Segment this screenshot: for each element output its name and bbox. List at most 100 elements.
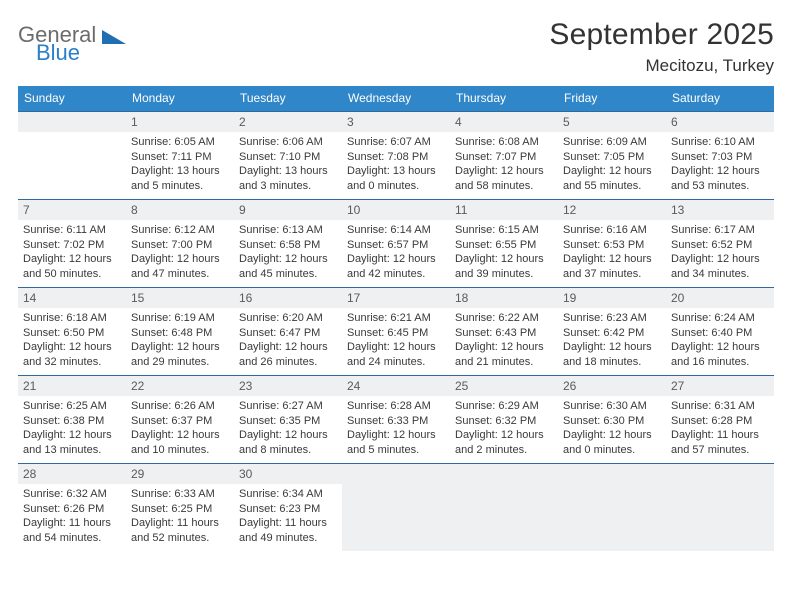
calendar-grid: SundayMondayTuesdayWednesdayThursdayFrid… [18,86,774,551]
day-number: 21 [18,376,126,396]
day-info-line: Sunrise: 6:19 AM [131,311,229,326]
day-info-line: Sunset: 6:25 PM [131,502,229,517]
day-info-line: Daylight: 12 hours [347,340,445,355]
calendar-cell: 8Sunrise: 6:12 AMSunset: 7:00 PMDaylight… [126,199,234,287]
day-info-line: Daylight: 13 hours [239,164,337,179]
day-info: Sunrise: 6:17 AMSunset: 6:52 PMDaylight:… [666,220,774,287]
day-info-line: Sunrise: 6:17 AM [671,223,769,238]
calendar-cell-trailing [558,463,666,551]
calendar-cell: 26Sunrise: 6:30 AMSunset: 6:30 PMDayligh… [558,375,666,463]
day-info-line: Sunrise: 6:29 AM [455,399,553,414]
day-info-line: Sunrise: 6:15 AM [455,223,553,238]
day-info-line: Daylight: 12 hours [131,252,229,267]
day-info-line: Daylight: 12 hours [455,252,553,267]
logo: General Blue [18,18,126,64]
day-number: 26 [558,376,666,396]
day-info-line: Sunrise: 6:32 AM [23,487,121,502]
day-number: 29 [126,464,234,484]
day-info-line: Sunrise: 6:06 AM [239,135,337,150]
day-info-line: Sunset: 6:58 PM [239,238,337,253]
day-info-line: and 8 minutes. [239,443,337,458]
day-info: Sunrise: 6:18 AMSunset: 6:50 PMDaylight:… [18,308,126,375]
day-info-line: Daylight: 11 hours [239,516,337,531]
day-number: 8 [126,200,234,220]
day-number: 2 [234,112,342,132]
day-info: Sunrise: 6:21 AMSunset: 6:45 PMDaylight:… [342,308,450,375]
day-info-line: Sunset: 6:33 PM [347,414,445,429]
day-info: Sunrise: 6:24 AMSunset: 6:40 PMDaylight:… [666,308,774,375]
day-info-line: Daylight: 11 hours [23,516,121,531]
day-info-line: Sunrise: 6:08 AM [455,135,553,150]
day-info-line: Sunrise: 6:14 AM [347,223,445,238]
day-info-line: and 52 minutes. [131,531,229,546]
day-info-line: Daylight: 12 hours [455,340,553,355]
calendar-cell: 15Sunrise: 6:19 AMSunset: 6:48 PMDayligh… [126,287,234,375]
calendar-cell-trailing [450,463,558,551]
day-number: 17 [342,288,450,308]
day-header: Sunday [18,86,126,111]
day-number: 30 [234,464,342,484]
calendar-cell: 28Sunrise: 6:32 AMSunset: 6:26 PMDayligh… [18,463,126,551]
day-info-line: Sunset: 6:50 PM [23,326,121,341]
day-info: Sunrise: 6:16 AMSunset: 6:53 PMDaylight:… [558,220,666,287]
day-info-line: Sunrise: 6:23 AM [563,311,661,326]
day-info-line: Sunset: 6:28 PM [671,414,769,429]
title-block: September 2025 Mecitozu, Turkey [549,18,774,76]
calendar-cell: 6Sunrise: 6:10 AMSunset: 7:03 PMDaylight… [666,111,774,199]
day-number: 7 [18,200,126,220]
day-number [18,112,126,132]
calendar-cell: 9Sunrise: 6:13 AMSunset: 6:58 PMDaylight… [234,199,342,287]
day-number: 10 [342,200,450,220]
day-info-line: and 5 minutes. [131,179,229,194]
day-info-line: Daylight: 12 hours [563,252,661,267]
day-info-line: Sunset: 7:00 PM [131,238,229,253]
day-info-line: Sunset: 6:53 PM [563,238,661,253]
day-info-line: and 21 minutes. [455,355,553,370]
day-header: Thursday [450,86,558,111]
day-info-line: Sunset: 6:47 PM [239,326,337,341]
day-number: 15 [126,288,234,308]
day-number: 18 [450,288,558,308]
day-number: 23 [234,376,342,396]
calendar-cell: 2Sunrise: 6:06 AMSunset: 7:10 PMDaylight… [234,111,342,199]
day-info-line: Sunrise: 6:10 AM [671,135,769,150]
day-info-line: Sunrise: 6:07 AM [347,135,445,150]
day-number: 11 [450,200,558,220]
day-info-line: and 57 minutes. [671,443,769,458]
day-info-line: Sunset: 6:40 PM [671,326,769,341]
day-info: Sunrise: 6:30 AMSunset: 6:30 PMDaylight:… [558,396,666,463]
day-info-line: Daylight: 12 hours [23,428,121,443]
day-info-line: Daylight: 12 hours [23,340,121,355]
day-info-line: and 53 minutes. [671,179,769,194]
day-info-line: Daylight: 12 hours [671,252,769,267]
day-info-line: Sunrise: 6:34 AM [239,487,337,502]
day-number: 28 [18,464,126,484]
day-info-line: Sunset: 6:45 PM [347,326,445,341]
calendar-cell: 25Sunrise: 6:29 AMSunset: 6:32 PMDayligh… [450,375,558,463]
day-info-line: and 3 minutes. [239,179,337,194]
day-info-line: and 29 minutes. [131,355,229,370]
calendar-cell-trailing [342,463,450,551]
calendar-cell: 12Sunrise: 6:16 AMSunset: 6:53 PMDayligh… [558,199,666,287]
day-info-line: Sunrise: 6:31 AM [671,399,769,414]
day-info: Sunrise: 6:11 AMSunset: 7:02 PMDaylight:… [18,220,126,287]
calendar-cell: 23Sunrise: 6:27 AMSunset: 6:35 PMDayligh… [234,375,342,463]
day-info: Sunrise: 6:14 AMSunset: 6:57 PMDaylight:… [342,220,450,287]
day-info-line: and 0 minutes. [347,179,445,194]
day-info-line: Sunset: 6:38 PM [23,414,121,429]
day-info: Sunrise: 6:10 AMSunset: 7:03 PMDaylight:… [666,132,774,199]
day-info-line: Sunset: 6:52 PM [671,238,769,253]
day-info-line: Sunrise: 6:18 AM [23,311,121,326]
day-info-line: Sunset: 7:05 PM [563,150,661,165]
day-number: 19 [558,288,666,308]
day-info-line: and 13 minutes. [23,443,121,458]
day-info: Sunrise: 6:26 AMSunset: 6:37 PMDaylight:… [126,396,234,463]
day-info-line: Daylight: 12 hours [239,340,337,355]
day-header: Friday [558,86,666,111]
calendar-cell: 1Sunrise: 6:05 AMSunset: 7:11 PMDaylight… [126,111,234,199]
calendar-cell: 19Sunrise: 6:23 AMSunset: 6:42 PMDayligh… [558,287,666,375]
day-info-line: Sunset: 7:03 PM [671,150,769,165]
day-info: Sunrise: 6:15 AMSunset: 6:55 PMDaylight:… [450,220,558,287]
day-info-line: Daylight: 12 hours [455,164,553,179]
day-info-line: Daylight: 12 hours [347,252,445,267]
